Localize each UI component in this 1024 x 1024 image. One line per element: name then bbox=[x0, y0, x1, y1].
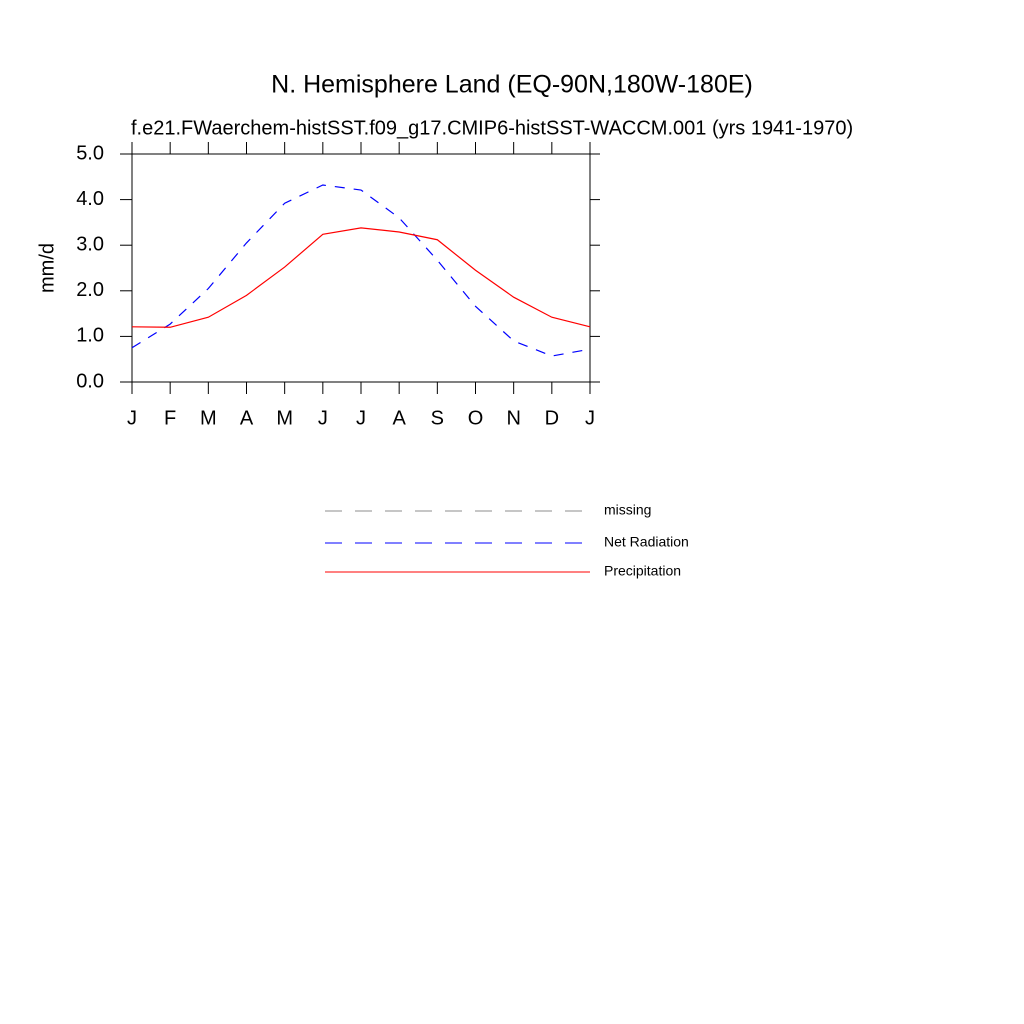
x-tick-label: N bbox=[506, 407, 520, 429]
chart-subtitle: f.e21.FWaerchem-histSST.f09_g17.CMIP6-hi… bbox=[131, 117, 853, 139]
y-tick-label: 3.0 bbox=[76, 233, 104, 255]
y-tick-label: 0.0 bbox=[76, 370, 104, 392]
x-tick-label: J bbox=[585, 407, 595, 429]
x-tick-label: F bbox=[164, 407, 176, 429]
x-tick-label: A bbox=[240, 407, 254, 429]
legend-label: Precipitation bbox=[604, 563, 681, 579]
chart-title: N. Hemisphere Land (EQ-90N,180W-180E) bbox=[271, 71, 753, 99]
legend-label: Net Radiation bbox=[604, 534, 689, 550]
series-line bbox=[131, 184, 591, 357]
x-tick-label: J bbox=[318, 407, 328, 429]
x-tick-label: M bbox=[200, 407, 217, 429]
legend-label: missing bbox=[604, 502, 651, 518]
y-tick-label: 5.0 bbox=[76, 142, 104, 164]
y-tick-label: 1.0 bbox=[76, 325, 104, 347]
x-tick-label: M bbox=[276, 407, 293, 429]
x-tick-label: S bbox=[431, 407, 444, 429]
plot-frame bbox=[131, 153, 591, 383]
x-tick-label: A bbox=[392, 407, 406, 429]
y-axis-label: mm/d bbox=[36, 243, 58, 293]
x-tick-label: J bbox=[127, 407, 137, 429]
series-line bbox=[131, 227, 591, 328]
x-tick-label: J bbox=[356, 407, 366, 429]
y-tick-label: 4.0 bbox=[76, 188, 104, 210]
x-tick-label: D bbox=[545, 407, 559, 429]
y-tick-label: 2.0 bbox=[76, 279, 104, 301]
x-tick-label: O bbox=[468, 407, 484, 429]
